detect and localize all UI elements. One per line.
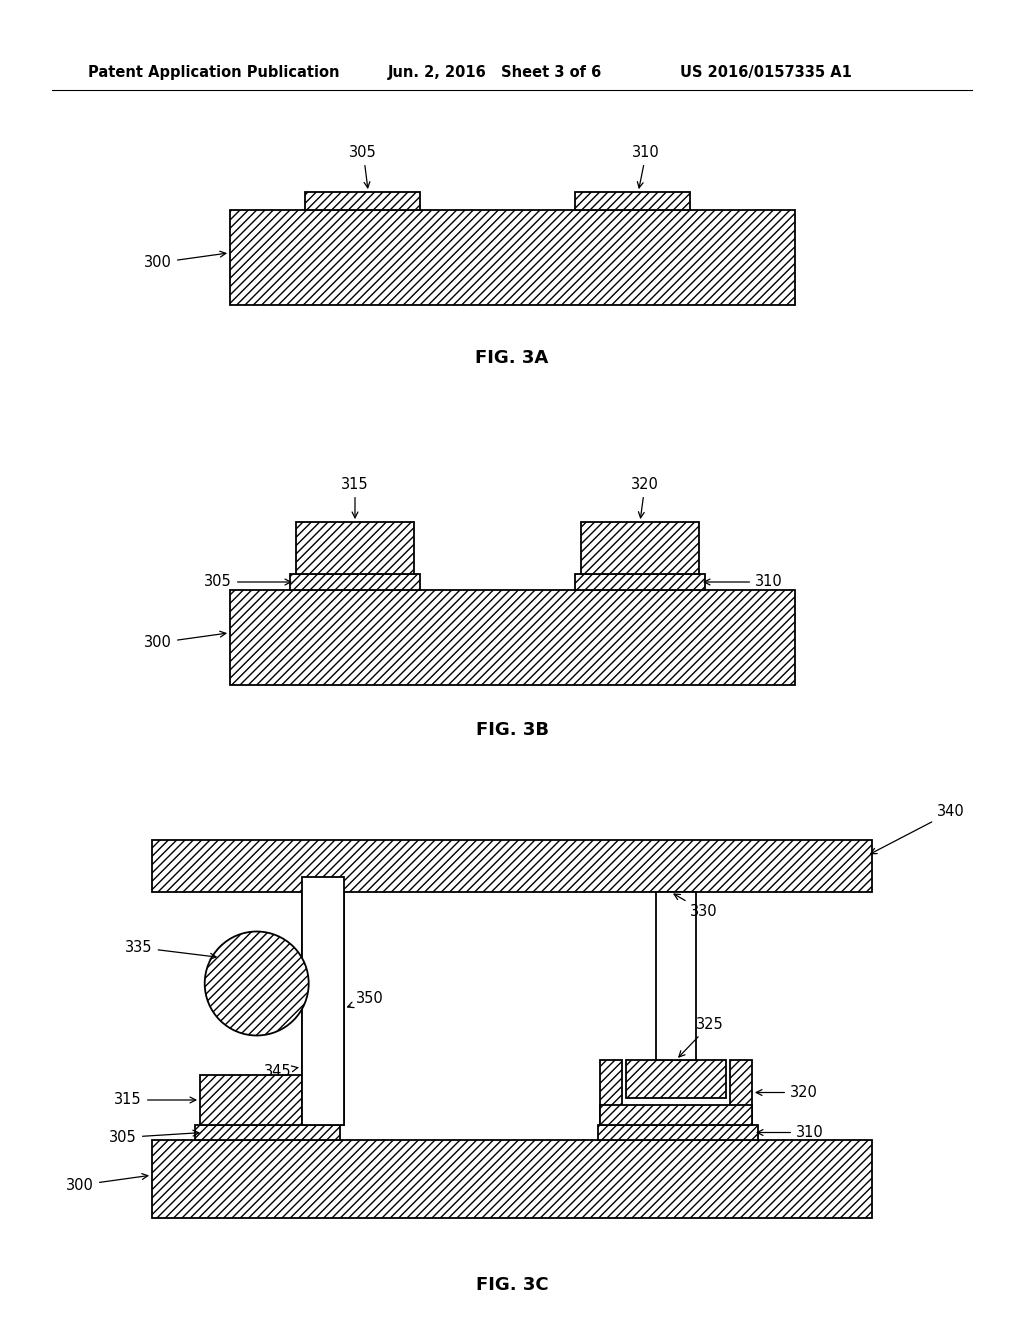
Text: 350: 350: [347, 991, 383, 1007]
Bar: [581, 521, 699, 574]
Bar: [598, 1125, 758, 1140]
Bar: [152, 1140, 872, 1218]
Bar: [305, 191, 420, 210]
Text: Jun. 2, 2016   Sheet 3 of 6: Jun. 2, 2016 Sheet 3 of 6: [388, 65, 602, 79]
Bar: [575, 574, 705, 590]
Bar: [230, 210, 795, 305]
Bar: [230, 590, 795, 685]
Bar: [575, 191, 690, 210]
Text: 310: 310: [633, 145, 660, 187]
Text: 300: 300: [144, 251, 226, 271]
Text: 310: 310: [705, 574, 782, 590]
Text: FIG. 3B: FIG. 3B: [475, 721, 549, 739]
Text: 320: 320: [756, 1085, 818, 1100]
Text: 310: 310: [757, 1125, 823, 1140]
Text: 315: 315: [115, 1093, 196, 1107]
Bar: [600, 1060, 622, 1125]
Text: 300: 300: [67, 1173, 147, 1192]
Circle shape: [205, 932, 308, 1035]
Bar: [302, 876, 344, 1125]
Text: 345: 345: [264, 1064, 298, 1080]
Text: 305: 305: [110, 1130, 199, 1144]
Text: US 2016/0157335 A1: US 2016/0157335 A1: [680, 65, 852, 79]
Text: 305: 305: [349, 145, 377, 187]
Text: 320: 320: [631, 477, 658, 517]
Text: Patent Application Publication: Patent Application Publication: [88, 65, 340, 79]
Text: 325: 325: [679, 1016, 724, 1057]
Text: 335: 335: [125, 940, 216, 960]
Bar: [302, 892, 344, 1125]
Bar: [195, 1125, 340, 1140]
Text: 315: 315: [341, 477, 369, 517]
Text: 340: 340: [870, 804, 965, 854]
Text: FIG. 3A: FIG. 3A: [475, 348, 549, 367]
Bar: [200, 1074, 335, 1125]
Bar: [296, 521, 414, 574]
Text: 305: 305: [204, 574, 291, 590]
Bar: [290, 574, 420, 590]
Bar: [600, 1105, 752, 1125]
Bar: [626, 1060, 726, 1098]
Bar: [656, 892, 696, 1060]
Text: 300: 300: [144, 631, 226, 651]
Bar: [730, 1060, 752, 1125]
Bar: [152, 840, 872, 892]
Text: FIG. 3C: FIG. 3C: [476, 1276, 548, 1294]
Text: 330: 330: [674, 894, 718, 919]
